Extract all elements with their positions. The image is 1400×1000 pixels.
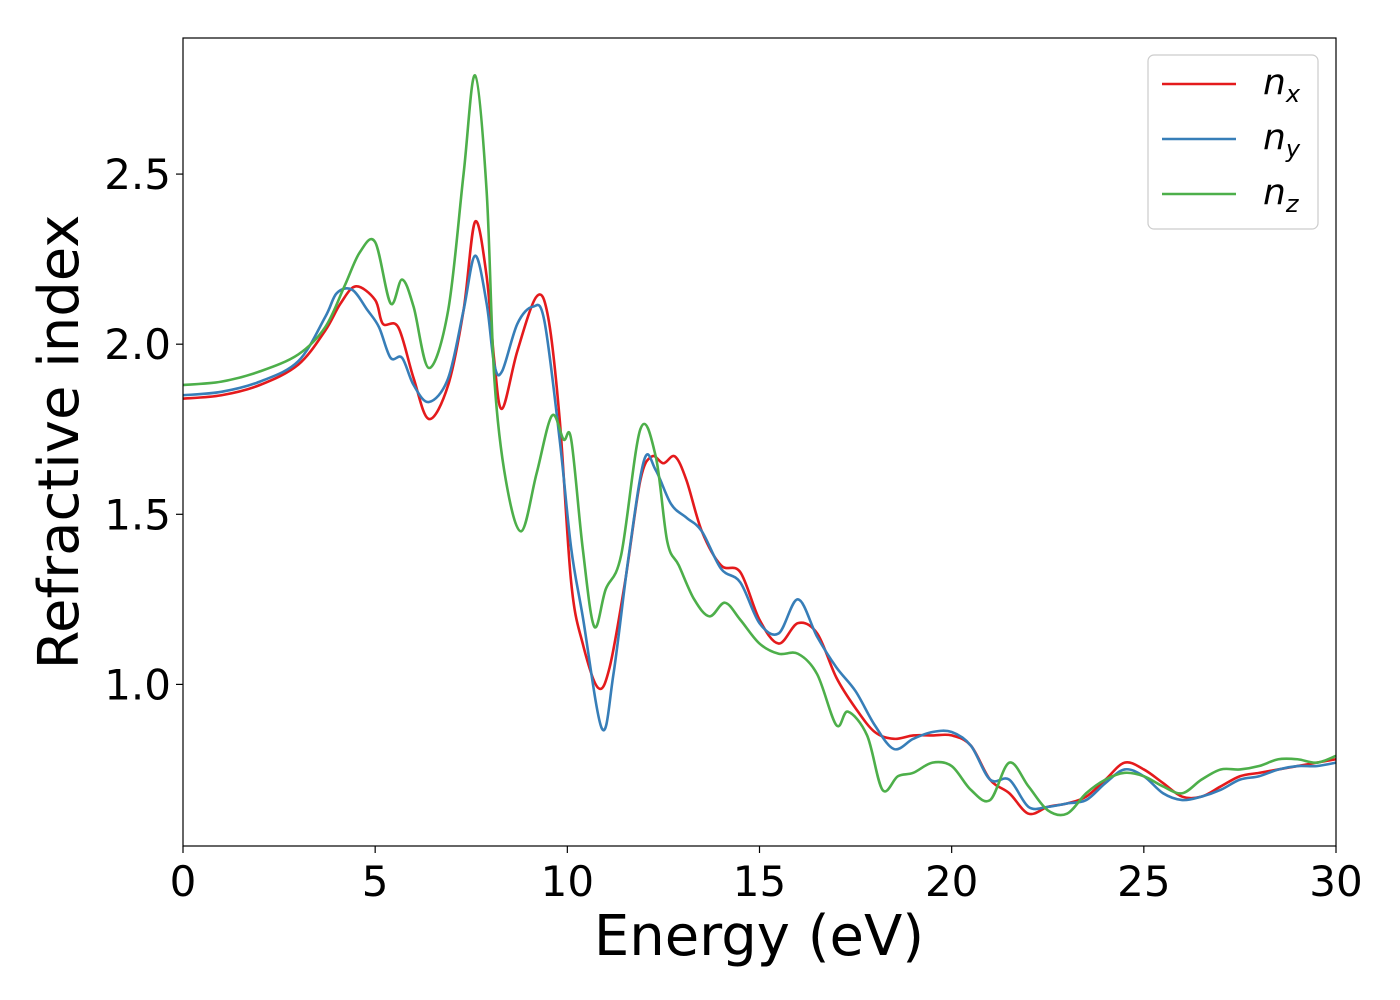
series-line-z — [182, 74, 1337, 817]
legend-box — [1147, 54, 1319, 230]
x-tick-label: 15 — [733, 857, 786, 906]
y-tick-label: 1.0 — [104, 660, 171, 709]
y-axis: 1.0 1.5 2.0 2.5 — [104, 150, 183, 709]
series-layer — [182, 74, 1337, 817]
legend-label-y: ny — [1263, 117, 1301, 163]
x-tick-label: 20 — [925, 857, 978, 906]
series-line-x — [182, 220, 1337, 816]
x-tick-label: 10 — [541, 857, 594, 906]
x-axis: 0 5 10 15 20 25 30 — [170, 846, 1363, 906]
y-tick-label: 2.5 — [104, 150, 171, 199]
x-tick-label: 0 — [170, 857, 197, 906]
y-tick-label: 1.5 — [104, 490, 171, 539]
x-axis-title: Energy (eV) — [594, 904, 924, 969]
x-tick-label: 30 — [1309, 857, 1362, 906]
legend: nx ny nz — [1147, 54, 1319, 230]
y-tick-label: 2.0 — [104, 320, 171, 369]
y-axis-title: Refractive index — [27, 215, 92, 670]
series-line-y — [182, 254, 1337, 811]
legend-label-z: nz — [1263, 172, 1300, 218]
legend-label-x: nx — [1263, 62, 1301, 108]
x-tick-label: 5 — [362, 857, 389, 906]
plot-area — [183, 38, 1336, 846]
x-tick-label: 25 — [1117, 857, 1170, 906]
